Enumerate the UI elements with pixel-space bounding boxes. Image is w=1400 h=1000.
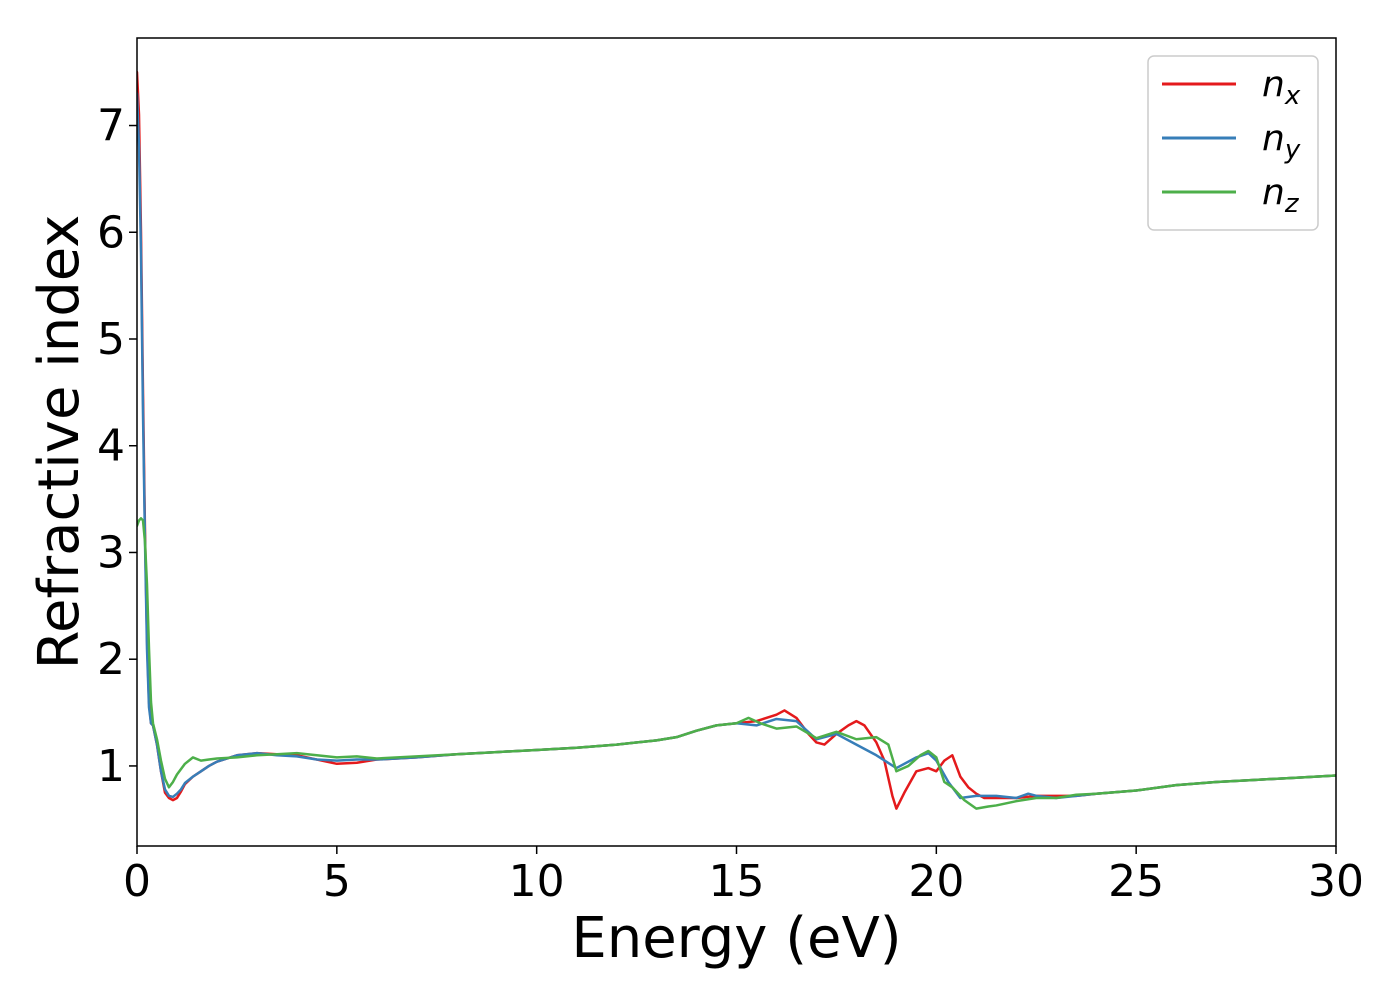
legend-label-subscript: z: [1284, 189, 1300, 219]
series-group: [137, 70, 1336, 810]
x-tick-label: 25: [1108, 856, 1164, 907]
y-tick-label: 3: [97, 527, 125, 578]
legend-label-nx: nx: [1262, 64, 1301, 111]
legend-label-base: n: [1262, 64, 1285, 105]
y-tick-label: 2: [97, 634, 125, 685]
legend-label-nz: nz: [1262, 172, 1300, 219]
x-tick-label: 20: [908, 856, 964, 907]
legend-label-subscript: y: [1284, 135, 1301, 165]
x-tick-label: 15: [709, 856, 765, 907]
y-axis-label: Refractive index: [27, 215, 92, 670]
y-tick-label: 5: [97, 314, 125, 365]
y-tick-label: 1: [97, 741, 125, 792]
y-tick-label: 4: [97, 421, 125, 472]
x-axis-label: Energy (eV): [571, 906, 901, 971]
legend-label-base: n: [1262, 118, 1285, 159]
legend-label-subscript: x: [1284, 81, 1301, 111]
legend-label-ny: ny: [1262, 118, 1301, 165]
x-tick-label: 10: [509, 856, 565, 907]
legend-box: [1147, 55, 1319, 231]
y-tick-label: 6: [97, 207, 125, 258]
y-tick-label: 7: [97, 101, 125, 152]
series-line-nz: [137, 517, 1336, 810]
x-tick-label: 30: [1308, 856, 1364, 907]
x-axis-ticks: 0 5 10 15 20 25 30: [123, 846, 1364, 907]
y-axis-ticks: 1 2 3 4 5 6 7: [97, 101, 137, 792]
legend-label-base: n: [1262, 172, 1285, 213]
x-tick-label: 0: [123, 856, 151, 907]
x-tick-label: 5: [323, 856, 351, 907]
